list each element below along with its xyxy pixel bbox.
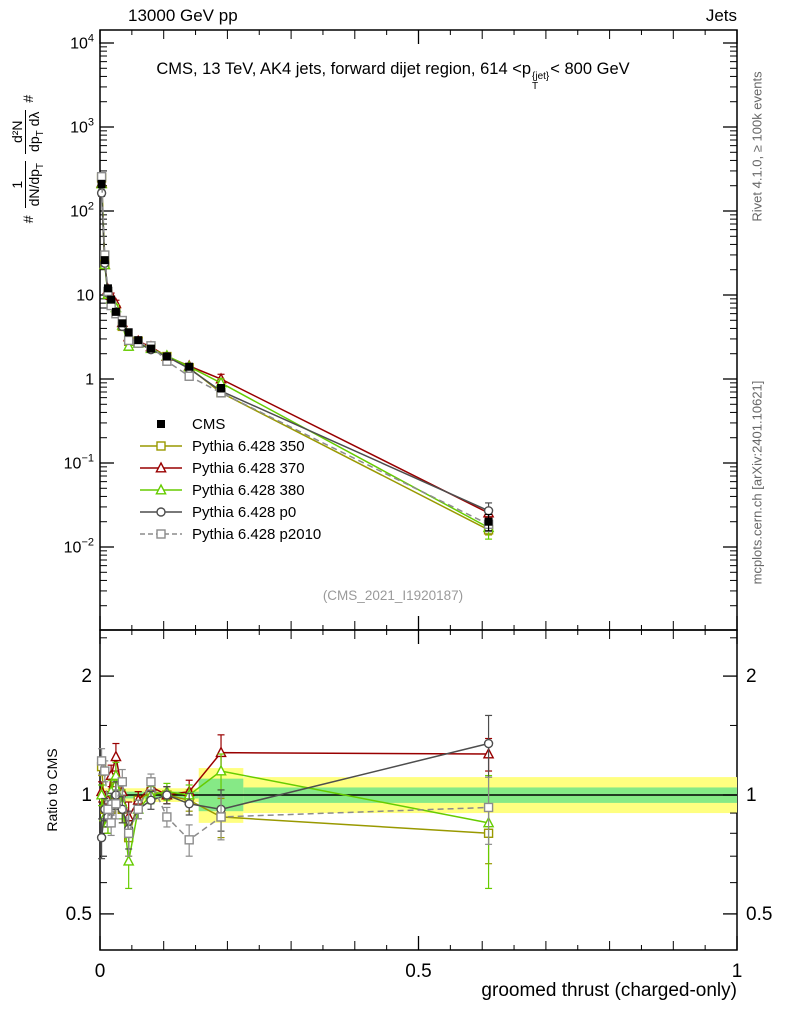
y-tick-label: 102 xyxy=(70,201,94,221)
rivet-version-note: Rivet 4.1.0, ≥ 100k events xyxy=(749,71,765,222)
ratio-series xyxy=(95,714,495,890)
count-symbol: # xyxy=(20,215,36,224)
fraction: d²N dpT dλ xyxy=(9,109,47,154)
fraction: 1 dN/dpT xyxy=(9,160,47,209)
count-symbol: # xyxy=(20,94,36,103)
legend-item: Pythia 6.428 380 xyxy=(138,479,321,501)
ratio-tick-label-right: 1 xyxy=(746,785,757,806)
y-tick-label: 10−2 xyxy=(64,537,94,557)
legend-item: Pythia 6.428 p2010 xyxy=(138,523,321,545)
ratio-axis-label: Ratio to CMS xyxy=(44,748,60,832)
ratio-series-pythia-6-428-p2010 xyxy=(96,748,494,857)
legend-marker-triangle-open xyxy=(140,483,182,495)
legend-marker-square-filled xyxy=(157,420,165,428)
legend: CMS Pythia 6.428 350 Pythia 6.428 370 Pythi… xyxy=(138,413,321,545)
x-axis-label: groomed thrust (charged-only) xyxy=(481,980,737,1001)
y-tick-label: 1 xyxy=(85,372,94,389)
ratio-tick-label-left: 2 xyxy=(81,666,92,687)
legend-label: Pythia 6.428 p0 xyxy=(192,503,297,521)
analysis-group-label: Jets xyxy=(705,6,737,25)
legend-item: Pythia 6.428 350 xyxy=(138,435,321,457)
legend-marker-square-open xyxy=(140,441,182,451)
y-tick-label: 10 xyxy=(76,288,94,305)
legend-label: Pythia 6.428 350 xyxy=(192,437,305,455)
legend-marker-triangle-open xyxy=(140,461,182,473)
x-tick-label: 1 xyxy=(732,961,743,982)
plot-title-suffix: < 800 GeV xyxy=(550,60,630,78)
plot-title-text: CMS, 13 TeV, AK4 jets, forward dijet reg… xyxy=(156,60,532,78)
main-series-cms xyxy=(97,179,493,532)
legend-item: CMS xyxy=(138,413,321,435)
ratio-tick-label-left: 0.5 xyxy=(66,904,92,925)
legend-marker-square-open xyxy=(140,529,182,539)
ratio-tick-label-right: 2 xyxy=(746,666,757,687)
y-tick-label: 104 xyxy=(70,33,94,53)
ratio-tick-label-left: 1 xyxy=(81,785,92,806)
legend-label: Pythia 6.428 370 xyxy=(192,459,305,477)
legend-item: Pythia 6.428 p0 xyxy=(138,501,321,523)
legend-label: Pythia 6.428 p2010 xyxy=(192,525,322,543)
pt-subscript: T xyxy=(532,81,539,92)
legend-item: Pythia 6.428 370 xyxy=(138,457,321,479)
legend-label: Pythia 6.428 380 xyxy=(192,481,305,499)
x-tick-label: 0.5 xyxy=(405,961,431,982)
legend-marker-circle-open xyxy=(140,507,182,517)
ratio-tick-label-right: 0.5 xyxy=(746,904,772,925)
x-tick-label: 0 xyxy=(95,961,106,982)
y-tick-label: 10−1 xyxy=(64,453,94,473)
y-tick-label: 103 xyxy=(70,117,94,137)
pt-superscript: {jet} xyxy=(532,71,550,82)
beam-energy-label: 13000 GeV pp xyxy=(128,6,238,25)
pt-superscript-subscript: {jet} T xyxy=(532,72,549,92)
plot-title: CMS, 13 TeV, AK4 jets, forward dijet reg… xyxy=(40,60,746,92)
legend-label: CMS xyxy=(192,415,226,433)
analysis-id-watermark: (CMS_2021_I1920187) xyxy=(322,588,464,603)
y-axis-label: #1 dN/dpT d²N dpT dλ # xyxy=(8,9,48,309)
